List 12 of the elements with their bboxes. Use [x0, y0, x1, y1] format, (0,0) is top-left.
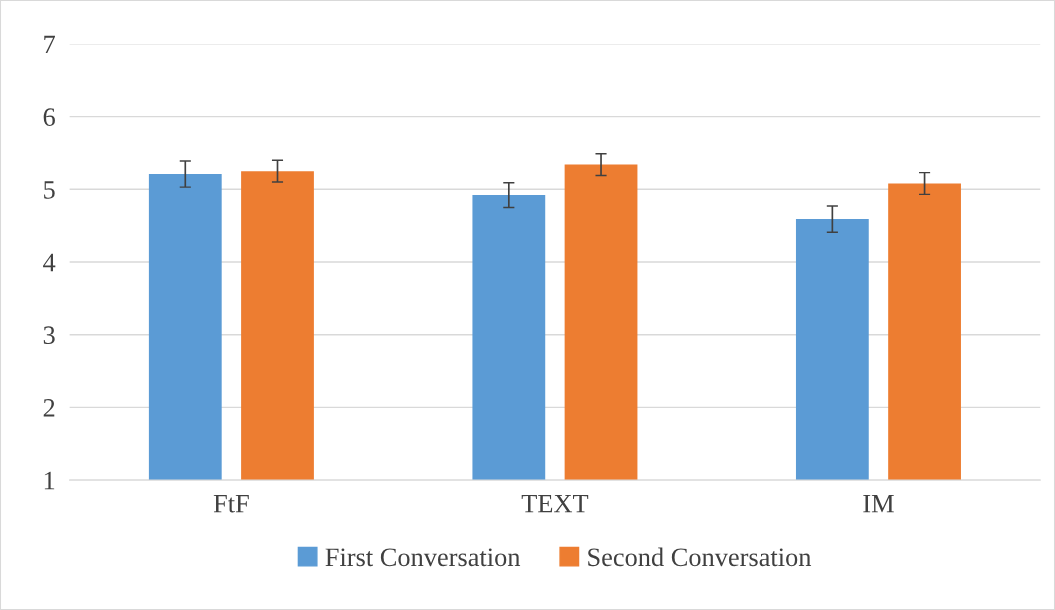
- y-tick-label: 6: [43, 108, 55, 127]
- x-tick-label: TEXT: [521, 494, 589, 513]
- x-tick-label: FtF: [213, 494, 249, 513]
- y-tick-label: 7: [44, 35, 55, 54]
- y-tick-label: 5: [44, 181, 55, 199]
- legend-label: First Conversation: [325, 548, 521, 567]
- y-tick-label: 1: [44, 471, 55, 490]
- legend-label: Second Conversation: [588, 547, 812, 567]
- x-tick-label: IM: [863, 494, 894, 513]
- y-tick-label: 2: [43, 399, 55, 417]
- y-tick-label: 4: [43, 253, 56, 272]
- y-tick-label: 3: [43, 326, 55, 345]
